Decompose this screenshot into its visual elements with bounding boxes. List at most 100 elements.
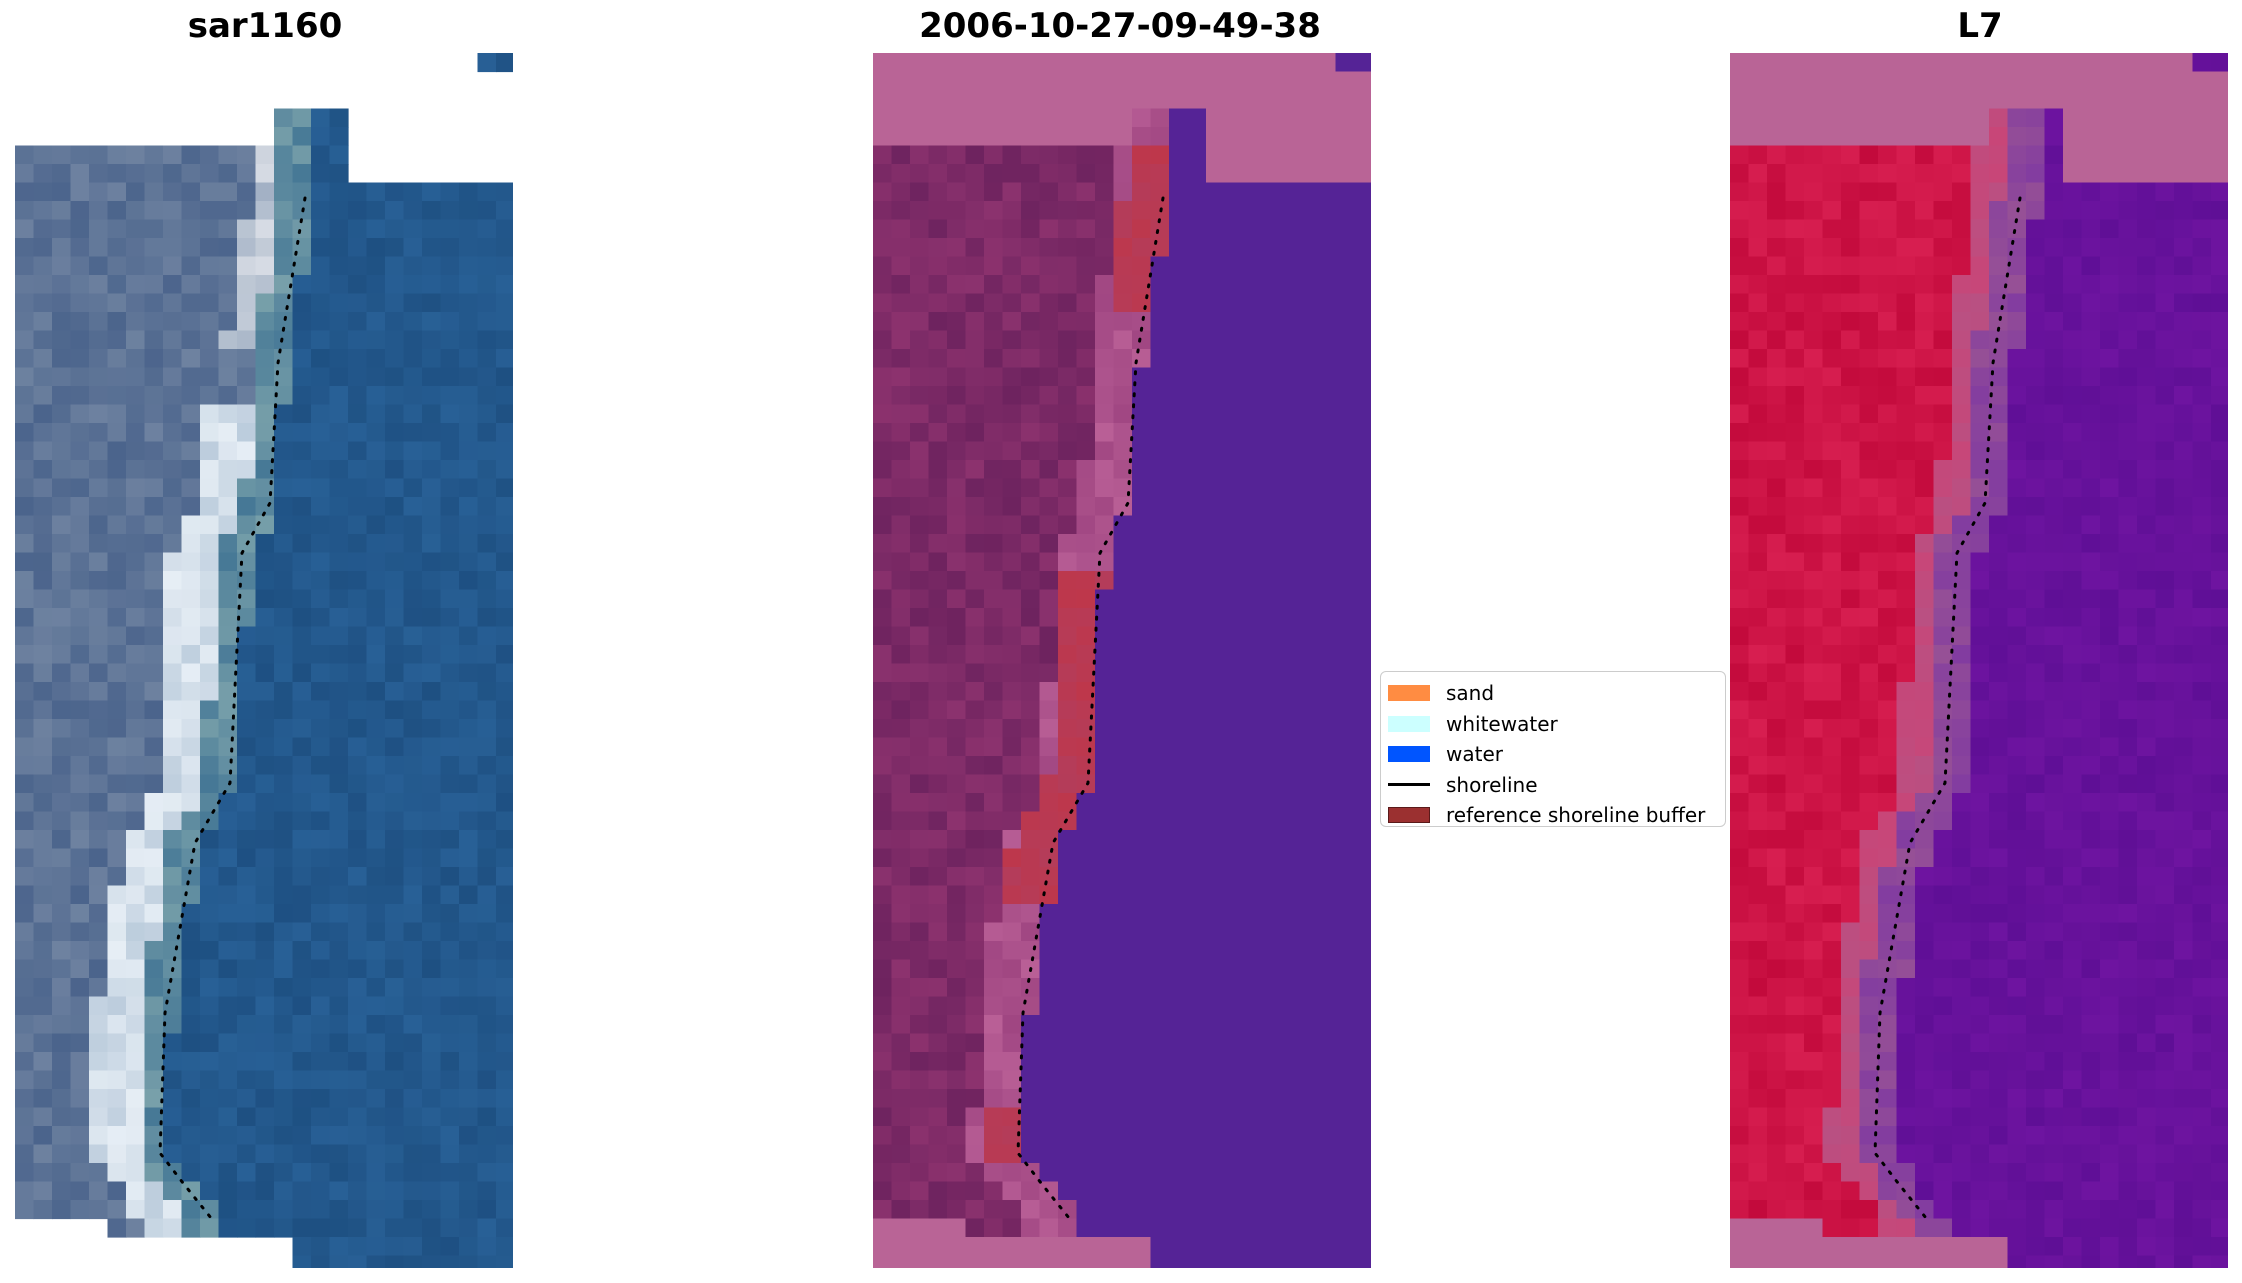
pixel-cell — [440, 330, 460, 350]
pixel-cell — [477, 1237, 497, 1257]
pixel-cell — [1224, 626, 1244, 646]
pixel-cell — [52, 904, 72, 924]
pixel-cell — [496, 423, 513, 443]
pixel-cell — [891, 1200, 911, 1220]
pixel-cell — [274, 460, 294, 480]
pixel-cell — [496, 645, 513, 665]
pixel-cell — [1298, 515, 1318, 535]
pixel-cell — [422, 626, 442, 646]
pixel-cell — [2174, 589, 2194, 609]
pixel-cell — [1335, 608, 1355, 628]
pixel-cell — [255, 996, 275, 1016]
pixel-cell — [237, 441, 257, 461]
pixel-cell — [89, 1163, 109, 1183]
pixel-cell — [2100, 830, 2120, 850]
pixel-cell — [126, 1015, 146, 1035]
pixel-cell — [126, 478, 146, 498]
pixel-cell — [1335, 238, 1355, 258]
pixel-cell — [459, 941, 479, 961]
pixel-cell — [1730, 793, 1750, 813]
pixel-cell — [1859, 478, 1879, 498]
pixel-cell — [910, 238, 930, 258]
pixel-cell — [1002, 1218, 1022, 1238]
pixel-cell — [1076, 626, 1096, 646]
pixel-cell — [1058, 1181, 1078, 1201]
pixel-cell — [1224, 663, 1244, 683]
pixel-cell — [1933, 71, 1953, 91]
pixel-cell — [1187, 867, 1207, 887]
pixel-cell — [107, 349, 127, 369]
pixel-cell — [2211, 589, 2228, 609]
pixel-cell — [1970, 293, 1990, 313]
pixel-cell — [440, 1181, 460, 1201]
pixel-cell — [984, 756, 1004, 776]
pixel-cell — [218, 848, 238, 868]
pixel-cell — [1169, 441, 1189, 461]
pixel-cell — [292, 1107, 312, 1127]
pixel-cell — [1076, 904, 1096, 924]
pixel-cell — [292, 515, 312, 535]
pixel-cell — [496, 1126, 513, 1146]
pixel-cell — [15, 275, 35, 295]
pixel-cell — [33, 1089, 53, 1109]
pixel-cell — [348, 552, 368, 572]
pixel-cell — [440, 1033, 460, 1053]
pixel-cell — [292, 589, 312, 609]
pixel-cell — [2081, 312, 2101, 332]
pixel-cell — [2063, 404, 2083, 424]
pixel-cell — [1280, 238, 1300, 258]
pixel-cell — [15, 848, 35, 868]
pixel-cell — [1354, 1015, 1371, 1035]
pixel-cell — [965, 1255, 985, 1268]
pixel-cell — [2100, 441, 2120, 461]
pixel-cell — [237, 885, 257, 905]
pixel-cell — [200, 774, 220, 794]
pixel-cell — [255, 1200, 275, 1220]
pixel-cell — [1970, 1033, 1990, 1053]
pixel-cell — [1989, 182, 2009, 202]
pixel-cell — [2137, 589, 2157, 609]
pixel-cell — [1952, 330, 1972, 350]
pixel-cell — [1317, 53, 1337, 73]
pixel-cell — [984, 90, 1004, 110]
pixel-cell — [1354, 238, 1371, 258]
pixel-cell — [1859, 53, 1879, 73]
pixel-cell — [1076, 238, 1096, 258]
pixel-cell — [1730, 774, 1750, 794]
pixel-cell — [1021, 1163, 1041, 1183]
pixel-cell — [1076, 1107, 1096, 1127]
pixel-cell — [1841, 552, 1861, 572]
pixel-cell — [496, 811, 513, 831]
pixel-cell — [1187, 256, 1207, 276]
pixel-cell — [1113, 756, 1133, 776]
pixel-cell — [144, 349, 164, 369]
pixel-cell — [1767, 145, 1787, 165]
pixel-cell — [477, 460, 497, 480]
pixel-cell — [1841, 978, 1861, 998]
pixel-cell — [1970, 534, 1990, 554]
pixel-cell — [1095, 978, 1115, 998]
pixel-cell — [1243, 275, 1263, 295]
pixel-cell — [1039, 145, 1059, 165]
pixel-cell — [1298, 127, 1318, 147]
pixel-cell — [1169, 145, 1189, 165]
pixel-cell — [1354, 1218, 1371, 1238]
pixel-cell — [2081, 386, 2101, 406]
pixel-cell — [1859, 645, 1879, 665]
pixel-cell — [873, 904, 893, 924]
pixel-cell — [2211, 515, 2228, 535]
pixel-cell — [2063, 1107, 2083, 1127]
pixel-cell — [218, 386, 238, 406]
pixel-cell — [2118, 90, 2138, 110]
pixel-cell — [1095, 349, 1115, 369]
pixel-cell — [1933, 830, 1953, 850]
pixel-cell — [984, 571, 1004, 591]
pixel-cell — [984, 626, 1004, 646]
pixel-cell — [1970, 756, 1990, 776]
pixel-cell — [1113, 238, 1133, 258]
pixel-cell — [274, 626, 294, 646]
pixel-cell — [2118, 793, 2138, 813]
pixel-cell — [1076, 608, 1096, 628]
pixel-cell — [1021, 1052, 1041, 1072]
pixel-cell — [910, 1033, 930, 1053]
